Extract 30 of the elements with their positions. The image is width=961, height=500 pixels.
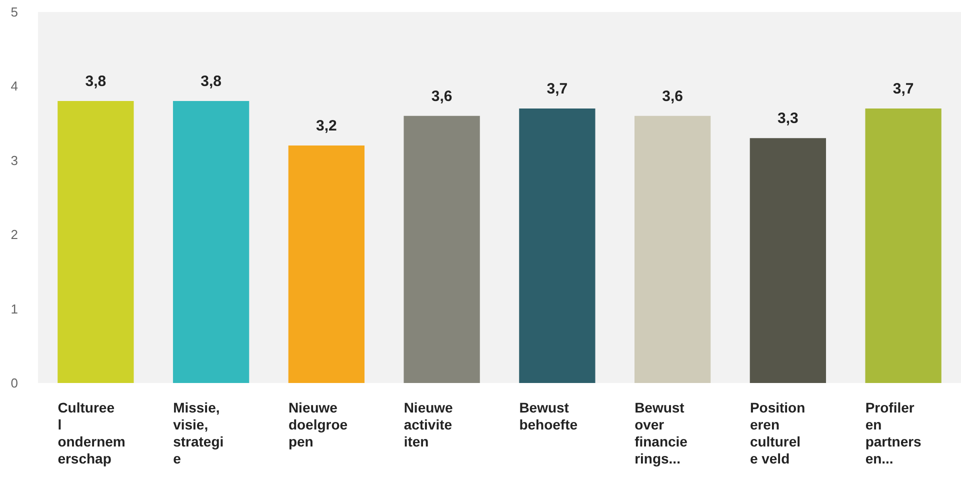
- bar: [288, 146, 365, 383]
- y-tick-label: 1: [10, 301, 18, 316]
- x-tick-label: Nieuwe doelgroepen: [288, 400, 348, 450]
- bar: [404, 116, 480, 383]
- y-tick-label: 5: [10, 4, 18, 20]
- x-tick-label: Nieuwe activiteiten: [404, 400, 454, 450]
- bar: [172, 101, 250, 383]
- x-tick-label: Positioneren culturele veld: [750, 400, 806, 466]
- y-tick-label: 3: [10, 152, 18, 168]
- x-tick-label: Bewust over financierings...: [634, 400, 688, 466]
- x-tick-label: Bewust behoefte: [519, 400, 578, 432]
- data-label: 3,7: [892, 80, 914, 98]
- data-label: 3,2: [316, 118, 337, 135]
- data-label: 3,3: [778, 110, 798, 128]
- data-label: 3,8: [200, 73, 222, 90]
- bar: [750, 138, 826, 383]
- x-tick-label: Missie, visie, strategie: [173, 400, 224, 466]
- bar: [634, 116, 711, 383]
- y-tick-label: 0: [10, 376, 18, 390]
- y-tick-label: 2: [10, 227, 18, 242]
- data-label: 3,6: [662, 88, 683, 105]
- data-label: 3,7: [546, 80, 568, 98]
- data-label: 3,8: [85, 73, 106, 90]
- data-label: 3,6: [431, 88, 452, 105]
- bar: [865, 108, 942, 383]
- x-tick-label: Cultureel ondernemerschap: [58, 400, 126, 466]
- bar: [519, 108, 596, 383]
- bar: [58, 101, 134, 383]
- y-tick-label: 4: [10, 78, 18, 94]
- x-tick-label: Profileren partners en...: [865, 400, 922, 466]
